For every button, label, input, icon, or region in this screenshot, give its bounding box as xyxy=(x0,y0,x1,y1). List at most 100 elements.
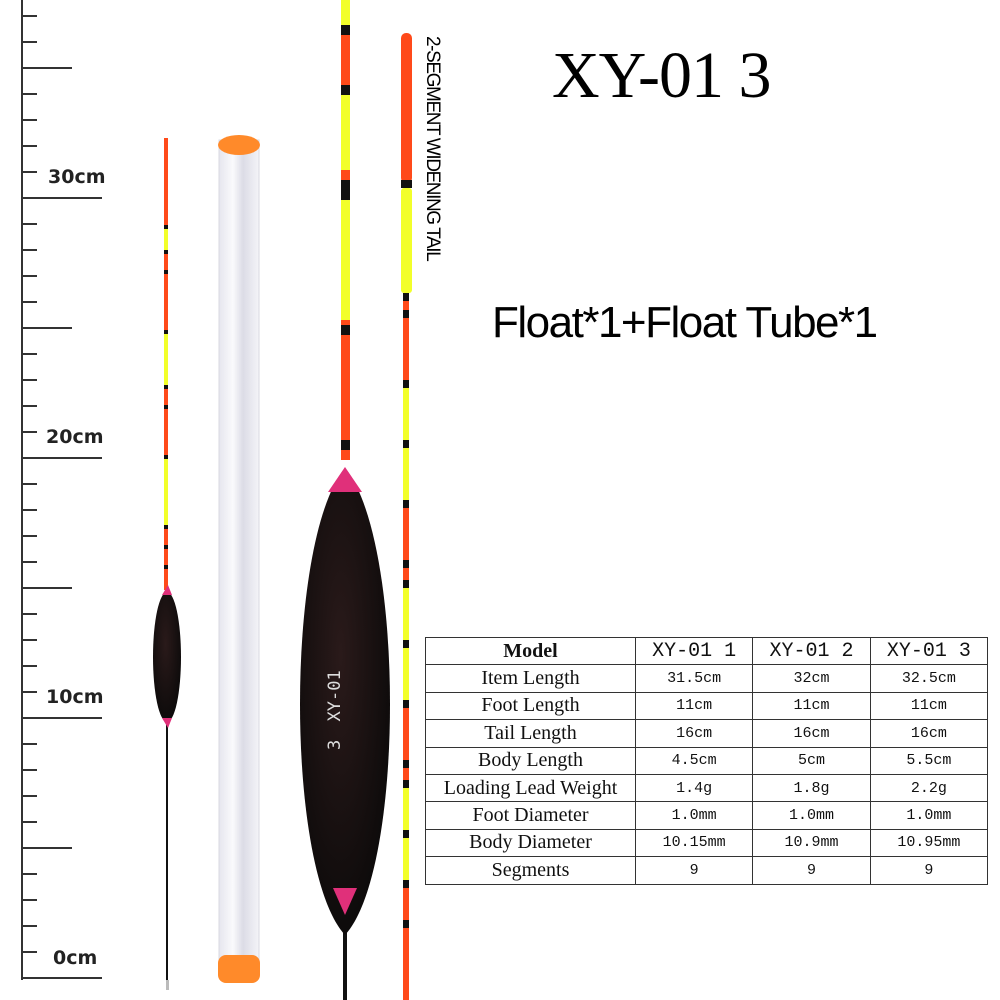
ruler-label-30: 30cm xyxy=(48,166,106,188)
table-row: Segments 9 9 9 xyxy=(425,856,989,885)
row-label: Segments xyxy=(425,856,636,885)
tail-band xyxy=(164,270,168,274)
cell: 32cm xyxy=(752,664,871,693)
product-title: XY-01 3 xyxy=(552,39,771,112)
row-label: Loading Lead Weight xyxy=(425,773,636,803)
tail-band xyxy=(403,830,409,838)
tail-band xyxy=(341,25,350,35)
row-label: Body Length xyxy=(425,746,636,775)
row-label: Item Length xyxy=(425,664,636,693)
cell: 10.9mm xyxy=(752,828,871,858)
tail-band xyxy=(403,640,409,648)
tail-band xyxy=(403,580,409,588)
tail-band xyxy=(403,500,409,508)
tail-segment xyxy=(164,138,168,225)
cell: 9 xyxy=(752,856,871,885)
row-label: Tail Length xyxy=(425,719,636,748)
small-float xyxy=(153,138,181,990)
cell: 9 xyxy=(634,856,754,885)
float-marking: 3 XY-01 xyxy=(325,670,345,750)
package-contents: Float*1+Float Tube*1 xyxy=(492,298,878,347)
table-row: Tail Length 16cm 16cm 16cm xyxy=(425,719,989,748)
tail-band xyxy=(403,760,409,768)
marking-number: 3 xyxy=(325,740,345,750)
table-row: Foot Diameter 1.0mm 1.0mm 1.0mm xyxy=(425,801,989,830)
cell: 16cm xyxy=(634,719,754,748)
tail-segment xyxy=(341,190,350,320)
cell: 9 xyxy=(869,856,989,885)
ruler-label-0: 0cm xyxy=(53,947,98,969)
tail-band xyxy=(403,440,409,448)
tail-segment xyxy=(403,500,409,580)
table-row: Item Length 31.5cm 32cm 32.5cm xyxy=(425,664,989,693)
tube-top-cap xyxy=(218,135,260,155)
cell: 16cm xyxy=(869,719,989,748)
tail-band xyxy=(164,250,168,254)
tail-band xyxy=(403,310,409,318)
large-float xyxy=(300,0,390,1000)
cell: 1.8g xyxy=(752,773,871,803)
tail-segment xyxy=(164,225,168,250)
tail-segment xyxy=(403,880,409,1000)
tail-band xyxy=(403,700,409,708)
tail-band xyxy=(401,180,412,188)
cell: 10.95mm xyxy=(869,828,989,858)
ruler-label-10: 10cm xyxy=(46,686,104,708)
tail-segment xyxy=(164,330,168,385)
tail-band xyxy=(341,440,350,450)
cell: 11cm xyxy=(634,691,754,721)
cell: 4.5cm xyxy=(634,746,754,775)
row-label: Foot Length xyxy=(425,691,636,721)
cell: 1.0mm xyxy=(869,801,989,830)
tail-band xyxy=(403,920,409,928)
tail-band xyxy=(341,325,350,335)
table-row: Loading Lead Weight 1.4g 1.8g 2.2g xyxy=(425,773,989,803)
tail-segment xyxy=(401,188,412,293)
body-cap xyxy=(333,888,357,915)
cell: 5cm xyxy=(752,746,871,775)
tail-band xyxy=(341,190,350,200)
cell: 1.0mm xyxy=(634,801,754,830)
cell: 11cm xyxy=(869,691,989,721)
cell: 5.5cm xyxy=(869,746,989,775)
cell: XY-01 2 xyxy=(752,636,871,666)
tail-segment xyxy=(164,250,168,330)
cell: 10.15mm xyxy=(634,828,754,858)
tail-band xyxy=(403,880,409,888)
table-row: Foot Length 11cm 11cm 11cm xyxy=(425,691,989,721)
tail-band xyxy=(403,560,409,568)
cell: 2.2g xyxy=(869,773,989,803)
float-body xyxy=(300,468,390,935)
row-label: Body Diameter xyxy=(425,828,636,858)
body-cap xyxy=(328,467,362,492)
cell: 16cm xyxy=(752,719,871,748)
tail-segment xyxy=(403,293,409,380)
stem-tip xyxy=(166,980,169,990)
svg-text:3 XY-01: 3 XY-01 xyxy=(325,670,345,750)
tail-band xyxy=(164,545,168,549)
table-row: Body Length 4.5cm 5cm 5.5cm xyxy=(425,746,989,775)
tail-band xyxy=(403,380,409,388)
cell: XY-01 3 xyxy=(869,636,989,666)
cell: 1.0mm xyxy=(752,801,871,830)
tail-band xyxy=(164,385,168,389)
cell: 31.5cm xyxy=(634,664,754,693)
tail-band xyxy=(164,525,168,529)
tail-segment xyxy=(401,33,412,183)
tail-band xyxy=(341,180,350,190)
float-tube xyxy=(218,135,260,983)
tail-segment xyxy=(341,25,350,90)
row-label: Foot Diameter xyxy=(425,801,636,830)
table-row: Body Diameter 10.15mm 10.9mm 10.95mm xyxy=(425,828,989,858)
row-label: Model xyxy=(425,636,636,666)
tail-segment xyxy=(164,525,168,590)
tail-segment xyxy=(341,320,350,460)
ruler-label-20: 20cm xyxy=(46,426,104,448)
tail-note: 2-SEGMENT WIDENING TAIL xyxy=(422,36,443,261)
tail-segment xyxy=(164,455,168,525)
widening-tail xyxy=(401,33,412,1000)
cell: 11cm xyxy=(752,691,871,721)
tail-band xyxy=(164,225,168,229)
marking-model: XY-01 xyxy=(325,670,345,721)
